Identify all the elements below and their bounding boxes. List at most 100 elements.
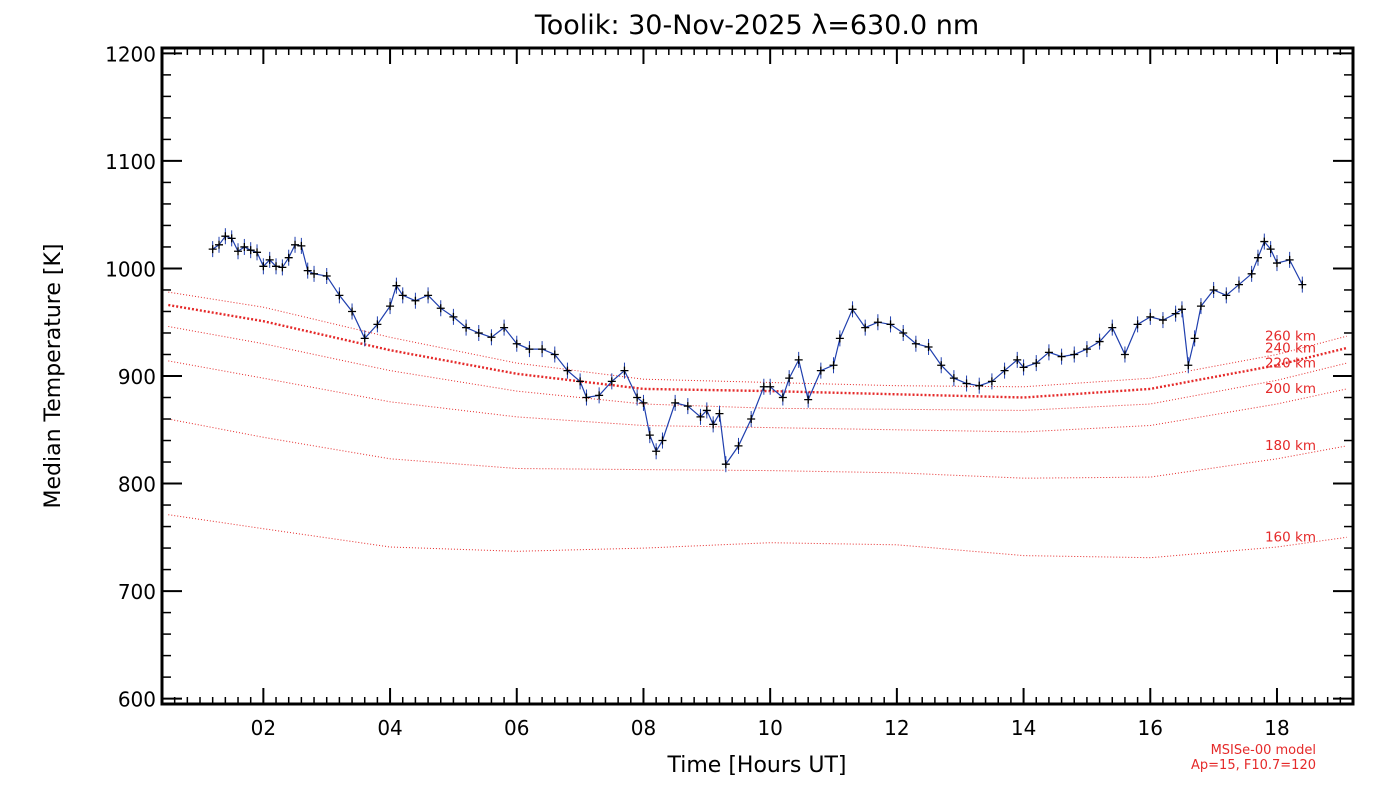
observed-point [436, 304, 445, 313]
observed-point [778, 393, 787, 402]
observed-point [1095, 337, 1104, 346]
observed-point [1234, 280, 1243, 289]
observed-point [449, 312, 458, 321]
y-tick-label: 1000 [105, 257, 156, 281]
observed-series [208, 228, 1307, 473]
observed-point [474, 328, 483, 337]
observed-point [1133, 320, 1142, 329]
observed-point [246, 246, 255, 255]
model-label-200-km: 200 km [1265, 381, 1316, 397]
observed-point [278, 263, 287, 272]
x-tick-label: 12 [884, 716, 909, 740]
y-tick-label: 900 [118, 365, 156, 389]
observed-point [1057, 352, 1066, 361]
observed-point [1196, 302, 1205, 311]
observed-point [1019, 363, 1028, 372]
observed-point [709, 420, 718, 429]
observed-point [386, 302, 395, 311]
observed-point [272, 262, 281, 271]
observed-point [645, 431, 654, 440]
observed-point [607, 377, 616, 386]
observed-point [595, 391, 604, 400]
observed-point [1266, 245, 1275, 254]
observed-point [525, 345, 534, 354]
observed-point [234, 247, 243, 256]
observed-point [1120, 350, 1129, 359]
observed-point [582, 393, 591, 402]
observed-point [512, 339, 521, 348]
observed-point [620, 366, 629, 375]
observed-point [1184, 361, 1193, 370]
observed-point [873, 318, 882, 327]
observed-point [987, 377, 996, 386]
observed-point [702, 406, 711, 415]
observed-point [1013, 355, 1022, 364]
axis-ticks: 02 04 06 08 10 12 14 16 18 600 700 800 900 1000 1100 12… [105, 42, 1354, 740]
observed-point [766, 382, 775, 391]
model-curve-160-km [168, 514, 1347, 559]
observed-point [861, 323, 870, 332]
observed-point [500, 323, 509, 332]
observed-point [291, 240, 300, 249]
x-tick-label: 08 [631, 716, 656, 740]
y-tick-label: 700 [118, 580, 156, 604]
observed-point [1032, 359, 1041, 368]
observed-point [658, 436, 667, 445]
x-tick-label: 18 [1264, 716, 1289, 740]
x-tick-label: 02 [251, 716, 276, 740]
observed-point [1146, 312, 1155, 321]
observed-point [303, 266, 312, 275]
model-label-160-km: 160 km [1265, 530, 1316, 546]
observed-point [785, 374, 794, 383]
observed-point [462, 323, 471, 332]
observed-point [835, 334, 844, 343]
observed-point [633, 393, 642, 402]
observed-point [1285, 255, 1294, 264]
observed-point [1171, 309, 1180, 318]
observed-point [538, 345, 547, 354]
observed-point [652, 447, 661, 456]
y-axis-label: Median Temperature [K] [41, 244, 66, 509]
observed-point [639, 398, 648, 407]
observed-point [715, 409, 724, 418]
observed-point [253, 248, 262, 257]
observed-point [240, 242, 249, 251]
observed-point [1158, 316, 1167, 325]
model-label-180-km: 180 km [1265, 438, 1316, 454]
observed-point [373, 320, 382, 329]
observed-point [208, 245, 217, 254]
observed-point [1000, 366, 1009, 375]
x-tick-label: 14 [1011, 716, 1036, 740]
observed-point [1082, 345, 1091, 354]
observed-point [348, 307, 357, 316]
y-tick-label: 1200 [105, 42, 156, 66]
model-params-label: Ap=15, F10.7=120 [1191, 758, 1316, 773]
model-curve-260-km [168, 291, 1347, 388]
observed-point [360, 334, 369, 343]
observed-point [696, 412, 705, 421]
chart-title: Toolik: 30-Nov-2025 λ=630.0 nm [534, 10, 979, 41]
observed-point [487, 333, 496, 342]
observed-point [1070, 350, 1079, 359]
observed-point [1247, 269, 1256, 278]
observed-point [310, 269, 319, 278]
model-curve-240-km [168, 303, 1347, 399]
observed-point [911, 339, 920, 348]
model-label-240-km: 240 km [1265, 340, 1316, 356]
observed-point [1298, 280, 1307, 289]
observed-point [335, 291, 344, 300]
observed-point [1260, 237, 1269, 246]
model-label-220-km: 220 km [1265, 355, 1316, 371]
observed-point [259, 262, 268, 271]
observed-point [424, 291, 433, 300]
x-tick-label: 06 [504, 716, 529, 740]
x-axis-label: Time [Hours UT] [667, 753, 847, 778]
observed-point [804, 395, 813, 404]
observed-point [1177, 305, 1186, 314]
observed-point [227, 234, 236, 243]
model-label-260-km: 260 km [1265, 329, 1316, 345]
observed-point [886, 320, 895, 329]
observed-point [221, 232, 230, 241]
y-tick-label: 800 [118, 473, 156, 497]
observed-point [1253, 253, 1262, 262]
